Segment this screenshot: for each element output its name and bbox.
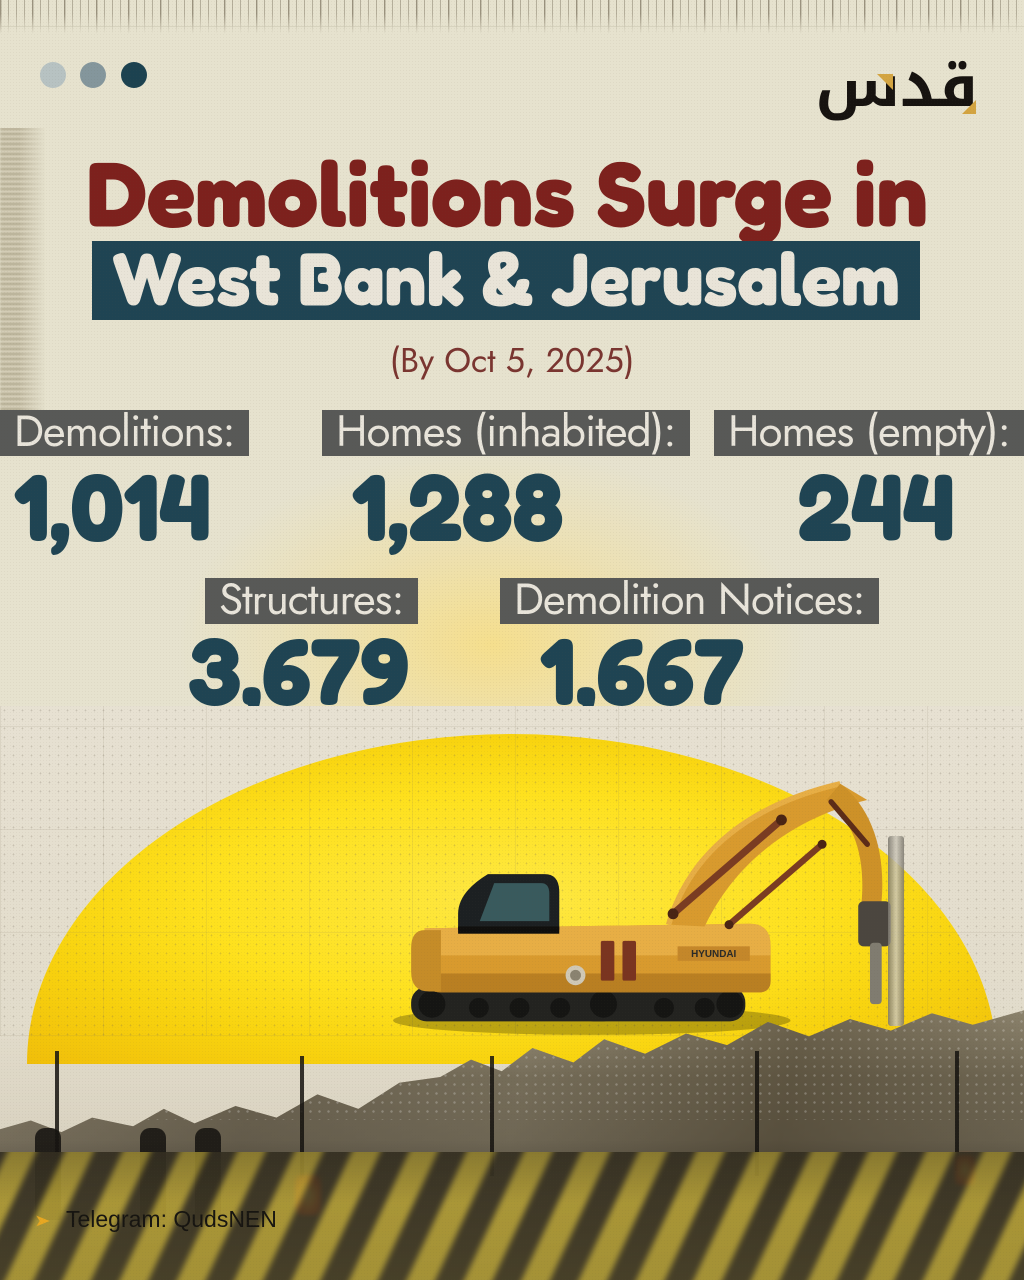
svg-text:HYUNDAI: HYUNDAI [691,949,736,960]
